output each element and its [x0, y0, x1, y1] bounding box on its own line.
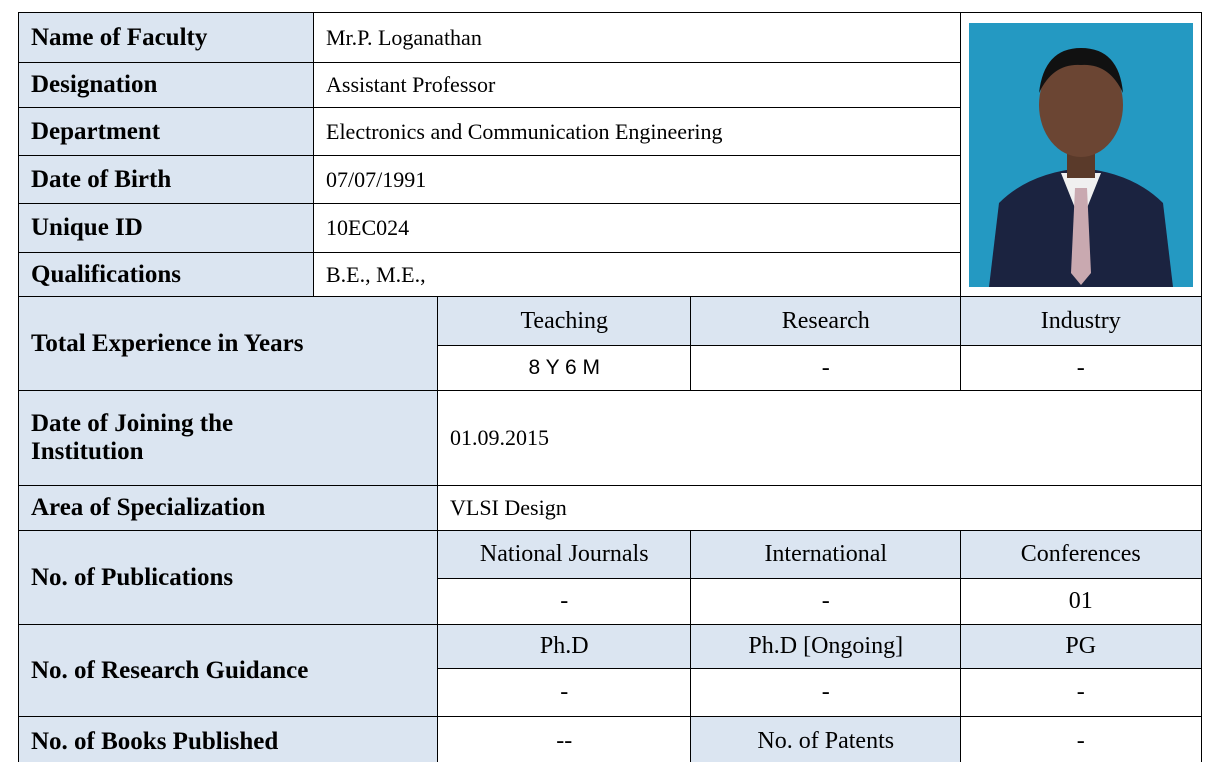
section-value: -- [437, 716, 692, 762]
section-label-text: No. of Research Guidance [31, 656, 309, 684]
column-value: - [437, 668, 692, 718]
field-label: Qualifications [18, 252, 315, 298]
field-label: Date of Birth [18, 155, 315, 205]
column-value-text: - [821, 354, 830, 381]
field-label: Designation [18, 62, 315, 109]
column-value-text: - [560, 679, 569, 706]
field-label-text: Qualifications [31, 260, 182, 288]
field-value-text: 10EC024 [326, 215, 410, 241]
column-value-text: - [560, 588, 569, 615]
column-value-text: 01 [1068, 588, 1093, 615]
column-header: Ph.D [437, 624, 692, 670]
column-header: National Journals [437, 530, 692, 580]
column-value: - [690, 668, 962, 718]
column-header: Teaching [437, 296, 692, 347]
column-header: Conferences [960, 530, 1202, 580]
column-header-text: Research [781, 307, 870, 334]
column-value: - [960, 345, 1202, 392]
column-header: Research [690, 296, 962, 347]
field-value: Mr.P. Loganathan [313, 12, 962, 64]
field-label-text: Date of Birth [31, 165, 172, 193]
section-label-text: Date of Joining the Institution [31, 410, 234, 466]
section-value-text: VLSI Design [450, 495, 567, 521]
section-label-text: No. of Books Published [31, 727, 279, 755]
field-label: Unique ID [18, 203, 315, 254]
column-header-text: Conferences [1020, 541, 1141, 568]
section-label: No. of Publications [18, 530, 439, 626]
column-value-text: - [821, 679, 830, 706]
field-value: B.E., M.E., [313, 252, 962, 298]
section-value-text: 01.09.2015 [450, 425, 549, 451]
section-value-text: - [1076, 728, 1085, 755]
field-value-text: Electronics and Communication Engineerin… [326, 118, 723, 144]
field-label-text: Name of Faculty [31, 23, 208, 51]
field-value: Assistant Professor [313, 62, 962, 109]
column-header-text: Industry [1040, 307, 1121, 334]
field-value-text: B.E., M.E., [326, 261, 426, 287]
column-header-text: Ph.D [Ongoing] [748, 633, 904, 660]
section-label-text: Area of Specialization [31, 494, 266, 522]
column-header-text: No. of Patents [757, 728, 895, 755]
column-value: 8 Y 6 M [437, 345, 692, 392]
field-value-text: Assistant Professor [326, 72, 496, 98]
column-header: Industry [960, 296, 1202, 347]
field-label: Department [18, 107, 315, 157]
section-value-text: -- [556, 728, 573, 755]
column-header-text: National Journals [479, 541, 649, 568]
column-header-text: Ph.D [539, 633, 589, 660]
section-value: - [960, 716, 1202, 762]
field-label-text: Department [31, 117, 161, 145]
column-value-text: - [1076, 679, 1085, 706]
photo [968, 22, 1193, 287]
field-label-text: Unique ID [31, 214, 143, 242]
column-value-text: 8 Y 6 M [528, 356, 601, 380]
column-header: International [690, 530, 962, 580]
field-value: Electronics and Communication Engineerin… [313, 107, 962, 157]
section-label: Date of Joining the Institution [18, 390, 439, 487]
column-header-text: PG [1065, 633, 1097, 660]
column-header: Ph.D [Ongoing] [690, 624, 962, 670]
column-value: 01 [960, 578, 1202, 626]
section-label-text: No. of Publications [31, 563, 234, 591]
field-value: 10EC024 [313, 203, 962, 254]
section-label: No. of Books Published [18, 716, 439, 762]
section-value: VLSI Design [437, 485, 1202, 532]
field-value-text: Mr.P. Loganathan [326, 24, 482, 50]
column-value: - [437, 578, 692, 626]
section-value: 01.09.2015 [437, 390, 1202, 487]
column-header: PG [960, 624, 1202, 670]
column-header-text: International [764, 541, 888, 568]
field-value: 07/07/1991 [313, 155, 962, 205]
column-header-text: Teaching [520, 307, 609, 334]
field-label: Name of Faculty [18, 12, 315, 64]
field-label-text: Designation [31, 71, 158, 99]
column-value-text: - [1076, 354, 1085, 381]
section-label: Total Experience in Years [18, 296, 439, 392]
field-value-text: 07/07/1991 [326, 166, 427, 192]
section-label-text: Total Experience in Years [31, 329, 304, 357]
column-value: - [690, 578, 962, 626]
column-value: - [690, 345, 962, 392]
photo-cell [960, 12, 1202, 298]
section-label: No. of Research Guidance [18, 624, 439, 718]
column-value: - [960, 668, 1202, 718]
column-value-text: - [821, 588, 830, 615]
column-header: No. of Patents [690, 716, 962, 762]
section-label: Area of Specialization [18, 485, 439, 532]
